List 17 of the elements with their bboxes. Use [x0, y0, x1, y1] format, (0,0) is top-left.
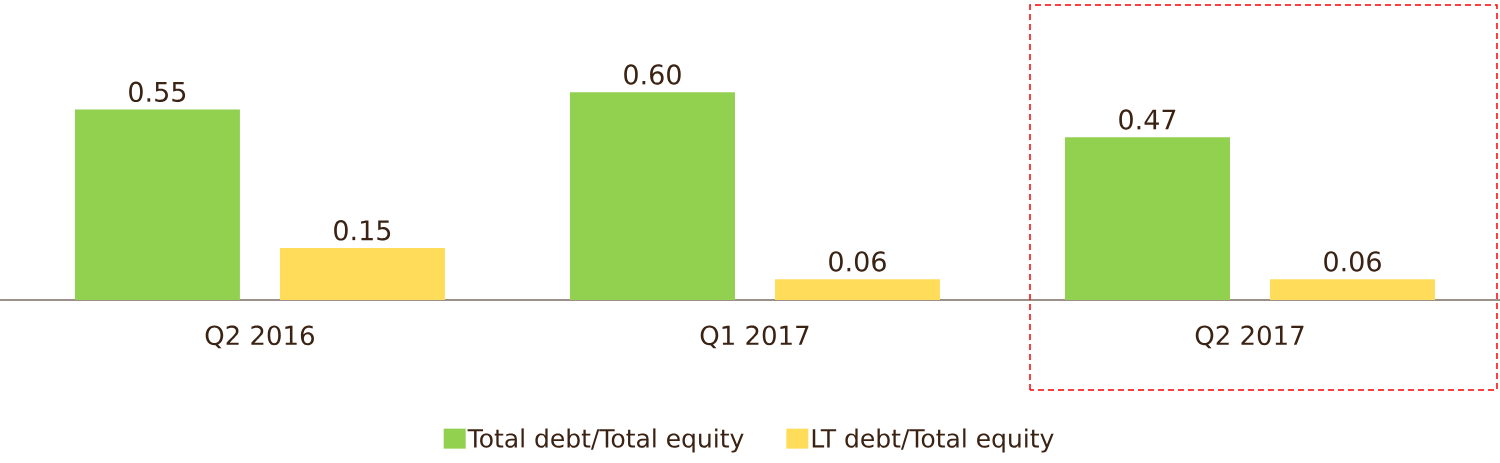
bar [1065, 137, 1231, 300]
legend-label: Total debt/Total equity [467, 428, 744, 453]
x-tick-label: Q2 2016 [205, 325, 314, 349]
data-label: 0.47 [1119, 109, 1176, 130]
bar [74, 109, 240, 300]
x-tick-label: Q2 2017 [1195, 325, 1304, 349]
bar [279, 248, 445, 300]
legend-label: LT debt/Total equity [812, 428, 1054, 453]
bar [569, 92, 735, 300]
data-label: 0.06 [829, 251, 886, 272]
bar [774, 279, 940, 300]
bar [1270, 279, 1436, 300]
data-label: 0.60 [624, 64, 681, 85]
data-label: 0.06 [1324, 251, 1381, 272]
data-label: 0.15 [334, 220, 391, 241]
x-tick-label: Q1 2017 [700, 325, 809, 349]
data-label: 0.55 [129, 81, 186, 103]
